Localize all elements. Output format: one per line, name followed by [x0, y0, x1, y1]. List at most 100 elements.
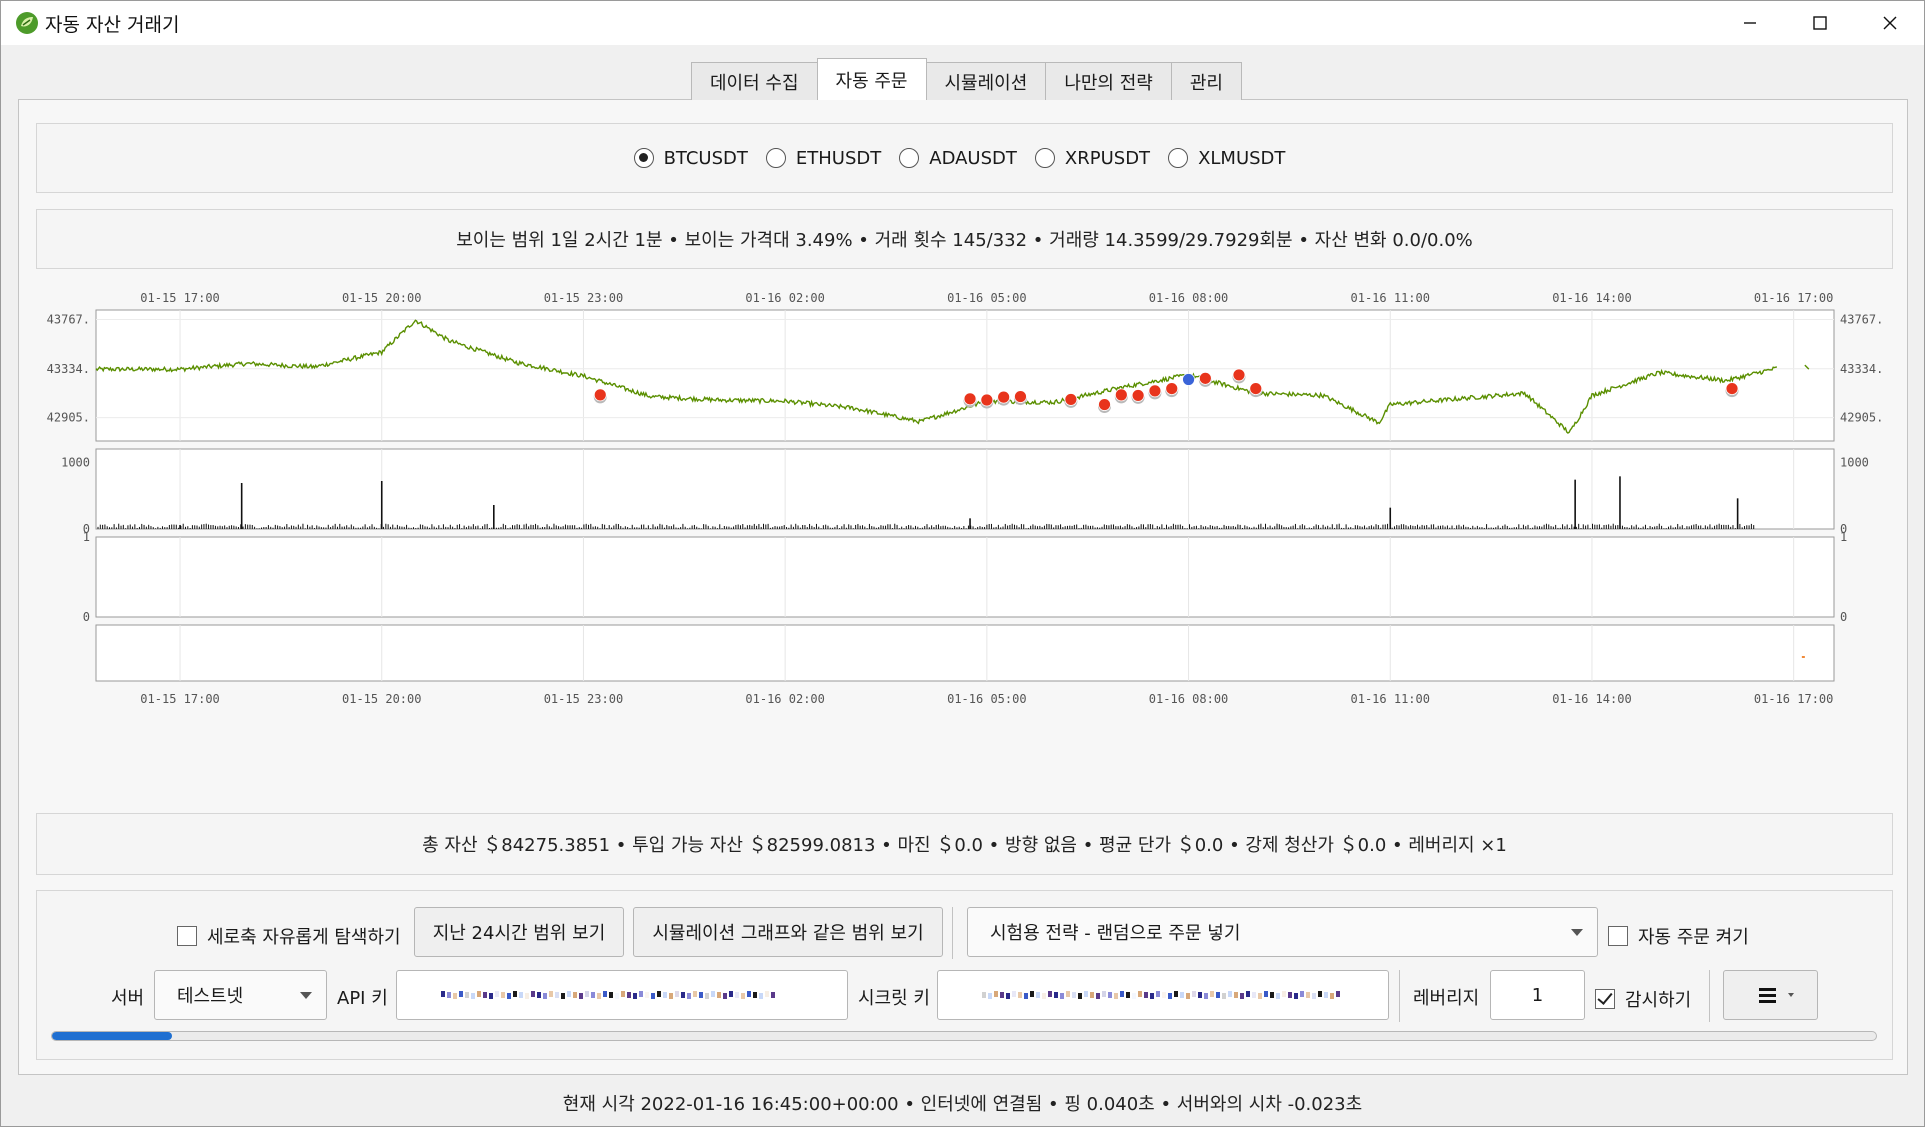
- masked-key-char: [501, 992, 505, 998]
- tab-simulation[interactable]: 시뮬레이션: [925, 62, 1047, 100]
- tab-my-strategy[interactable]: 나만의 전략: [1045, 62, 1172, 100]
- minimize-icon[interactable]: [1715, 1, 1785, 45]
- server-select[interactable]: 테스트넷: [154, 970, 327, 1020]
- masked-key-char: [651, 993, 655, 999]
- symbol-radio-ethusdt[interactable]: ETHUSDT: [765, 148, 881, 169]
- masked-key-char: [1258, 993, 1262, 999]
- buy-marker: [1165, 382, 1179, 395]
- radio-button-icon[interactable]: [899, 148, 920, 168]
- symbol-label: BTCUSDT: [663, 147, 748, 169]
- masked-key-char: [759, 993, 763, 999]
- leverage-input[interactable]: 1: [1490, 970, 1585, 1020]
- chart-area[interactable]: 01-15 17:00 01-15 17:00 01-15 20:00 01-15 2…: [36, 286, 1893, 796]
- x-tick-label-bottom: 01-15 17:00: [140, 692, 219, 706]
- masked-key-char: [1018, 992, 1022, 998]
- tab-auto-order[interactable]: 자동 주문: [816, 58, 927, 100]
- masked-key-char: [1054, 992, 1058, 998]
- masked-key-char: [711, 991, 715, 997]
- masked-key-char: [1174, 991, 1178, 997]
- volume-axis-label-left: 1000: [61, 455, 90, 469]
- x-tick-label-bottom: 01-15 20:00: [342, 692, 421, 706]
- masked-key-char: [1192, 991, 1196, 997]
- masked-key-char: [453, 993, 457, 999]
- checkbox-icon[interactable]: [177, 926, 197, 946]
- radio-button-icon[interactable]: [1168, 148, 1189, 168]
- radio-button-icon[interactable]: [765, 148, 786, 168]
- last-24h-button[interactable]: 지난 24시간 범위 보기: [414, 907, 624, 957]
- masked-key-char: [1162, 992, 1166, 998]
- masked-key-char: [1282, 991, 1286, 997]
- price-volume-chart[interactable]: 01-15 17:00 01-15 17:00 01-15 20:00 01-15 2…: [36, 286, 1893, 796]
- monitor-label: 감시하기: [1625, 990, 1692, 1011]
- masked-key-char: [1060, 993, 1064, 999]
- symbol-radio-adausdt[interactable]: ADAUSDT: [899, 148, 1017, 169]
- checkbox-checked-icon[interactable]: [1595, 989, 1615, 1009]
- buy-marker: [1131, 389, 1145, 402]
- buy-marker: [593, 388, 607, 402]
- masked-key-char: [627, 992, 631, 998]
- checkbox-icon[interactable]: [1608, 926, 1628, 946]
- server-label: 서버: [111, 988, 145, 1009]
- masked-key-char: [994, 991, 998, 997]
- x-tick-label-top: 01-16 14:00: [1552, 291, 1631, 305]
- divider: [952, 907, 953, 959]
- x-tick-label-bottom: 01-16 14:00: [1552, 692, 1631, 706]
- masked-key-char: [1114, 993, 1118, 999]
- masked-key-char: [1210, 991, 1214, 997]
- masked-key-char: [1186, 993, 1190, 999]
- x-tick-label-top: 01-15 20:00: [342, 291, 421, 305]
- chevron-down-icon: [300, 992, 312, 999]
- radio-button-icon[interactable]: [633, 148, 654, 168]
- auto-order-label: 자동 주문 켜기: [1638, 927, 1749, 948]
- indicator-axis-label-left: 0: [83, 610, 90, 624]
- masked-key-char: [441, 991, 445, 997]
- masked-key-char: [1084, 991, 1088, 997]
- tab-data-collection[interactable]: 데이터 수집: [691, 62, 818, 100]
- masked-key-char: [573, 992, 577, 998]
- buy-marker: [1098, 398, 1111, 411]
- masked-key-char: [1228, 991, 1232, 997]
- symbol-radio-xlmusdt[interactable]: XLMUSDT: [1168, 148, 1285, 169]
- close-icon[interactable]: [1855, 1, 1925, 45]
- buy-marker: [1232, 368, 1246, 382]
- monitor-checkbox[interactable]: 감시하기: [1595, 986, 1691, 1012]
- symbol-radio-btcusdt[interactable]: BTCUSDT: [633, 147, 748, 169]
- x-tick-label-bottom: 01-15 23:00: [544, 692, 623, 706]
- masked-key-char: [1108, 992, 1112, 998]
- marker-panel: [95, 624, 1835, 682]
- price-axis-label-right: 42905.: [1840, 411, 1883, 425]
- masked-key-char: [513, 991, 517, 997]
- radio-button-icon[interactable]: [1034, 148, 1055, 168]
- masked-key-value: [441, 991, 775, 999]
- masked-key-char: [489, 993, 493, 999]
- masked-key-char: [1240, 993, 1244, 999]
- masked-key-char: [681, 992, 685, 998]
- masked-key-char: [693, 991, 697, 997]
- free-y-axis-checkbox[interactable]: 세로축 자유롭게 탐색하기: [177, 923, 401, 949]
- status-bar: 현재 시각 2022-01-16 16:45:00+00:00 • 인터넷에 연…: [562, 1094, 1363, 1115]
- buy-marker: [1064, 393, 1078, 406]
- volume-panel: [95, 448, 1835, 530]
- masked-secret-value: [982, 991, 1340, 999]
- masked-key-char: [1048, 991, 1052, 997]
- masked-key-char: [567, 991, 571, 997]
- masked-key-char: [507, 993, 511, 999]
- masked-key-char: [471, 993, 475, 999]
- masked-key-char: [597, 993, 601, 999]
- secret-key-input[interactable]: [937, 970, 1389, 1020]
- same-range-as-simulation-button[interactable]: 시뮬레이션 그래프와 같은 범위 보기: [633, 907, 943, 957]
- masked-key-char: [669, 993, 673, 999]
- masked-key-char: [1276, 993, 1280, 999]
- tab-management[interactable]: 관리: [1170, 62, 1242, 100]
- price-axis-label-left: 43767.: [47, 312, 90, 326]
- masked-key-char: [1132, 993, 1136, 999]
- strategy-select[interactable]: 시험용 전략 - 랜덤으로 주문 넣기: [967, 907, 1598, 957]
- symbol-radio-xrpusdt[interactable]: XRPUSDT: [1034, 148, 1150, 169]
- auto-order-checkbox[interactable]: 자동 주문 켜기: [1608, 923, 1749, 949]
- api-key-input[interactable]: [396, 970, 848, 1020]
- masked-key-char: [555, 992, 559, 998]
- menu-button[interactable]: [1723, 970, 1818, 1020]
- maximize-icon[interactable]: [1785, 1, 1855, 45]
- masked-key-char: [1324, 992, 1328, 998]
